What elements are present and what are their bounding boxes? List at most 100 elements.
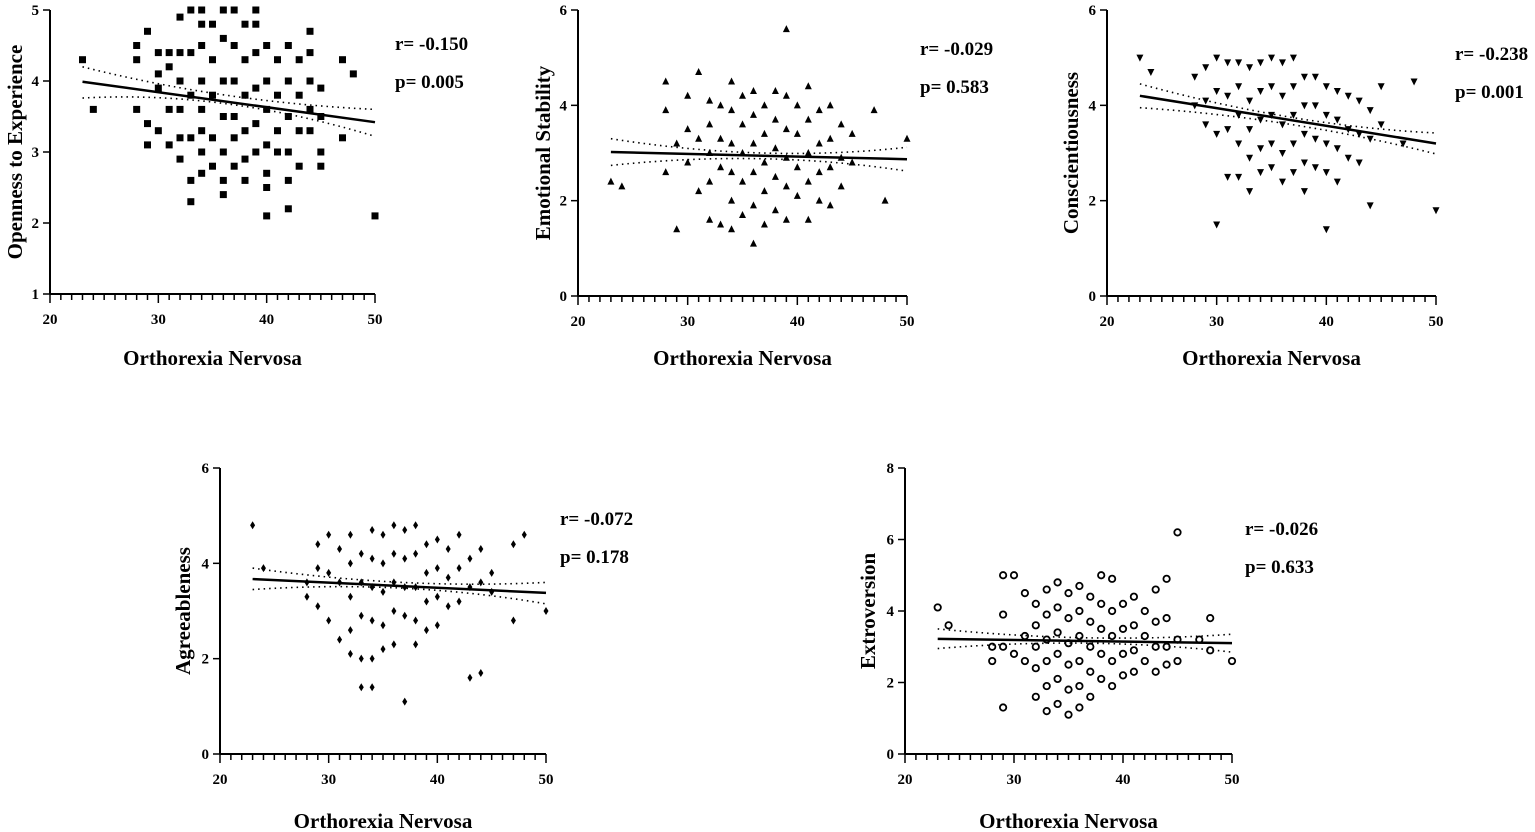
data-point [1289, 111, 1297, 119]
data-point [445, 545, 451, 554]
data-point [133, 56, 141, 64]
data-point [1118, 624, 1128, 633]
x-tick-label: 40 [1116, 772, 1131, 788]
ci-lower-band [252, 585, 547, 605]
data-point [274, 148, 281, 156]
data-point [252, 6, 260, 14]
y-tick-label: 6 [202, 461, 210, 477]
data-point [295, 56, 303, 64]
chart-extroversion: 20 30 40 50 0 2 4 6 8 Orthorexia Nervosa Extrovers… [856, 461, 1318, 832]
data-point [1162, 614, 1171, 623]
data-point [1224, 126, 1232, 134]
data-point [1235, 173, 1243, 181]
data-point [1311, 164, 1319, 172]
data-point [607, 177, 615, 185]
data-point [933, 603, 942, 612]
data-point [1151, 585, 1160, 594]
data-point [1075, 581, 1084, 591]
ci-upper-band [610, 137, 908, 155]
data-point [349, 70, 357, 78]
data-point [804, 82, 812, 90]
data-point [369, 654, 375, 663]
data-point [1086, 667, 1095, 676]
data-point [1246, 64, 1254, 72]
data-point [1009, 649, 1019, 659]
data-point [369, 554, 375, 563]
data-point [1300, 159, 1308, 167]
data-point [760, 220, 768, 228]
r-value: r= -0.238 [1455, 44, 1528, 65]
data-point [1311, 135, 1319, 143]
y-tick-label: 2 [887, 676, 895, 692]
data-point [739, 177, 746, 185]
data-point [1151, 617, 1160, 626]
data-point [749, 239, 757, 247]
data-point [198, 42, 206, 49]
data-point [478, 668, 484, 677]
data-point [230, 42, 238, 49]
data-point [1366, 107, 1374, 115]
x-tick-label: 30 [680, 314, 695, 330]
data-point [241, 176, 249, 184]
data-point [1075, 606, 1084, 616]
data-point [380, 587, 386, 596]
y-tick-label: 4 [1089, 98, 1097, 114]
y-tick-label: 4 [560, 98, 568, 114]
data-point [1333, 88, 1341, 96]
data-point [1355, 97, 1363, 105]
data-point [263, 169, 271, 177]
data-point [695, 67, 703, 75]
data-point [1289, 83, 1297, 91]
x-tick-label: 40 [259, 312, 274, 328]
data-point [804, 149, 812, 156]
data-point [369, 683, 375, 692]
data-point [154, 127, 162, 135]
data-point [317, 162, 325, 170]
data-point [456, 564, 462, 573]
data-point [413, 640, 419, 649]
data-point [1213, 221, 1221, 229]
data-point [1129, 592, 1139, 601]
data-point [826, 101, 834, 109]
data-point [728, 139, 736, 147]
data-point [1377, 83, 1385, 91]
data-point [1322, 83, 1330, 91]
data-point [369, 616, 375, 625]
data-point [1129, 621, 1139, 630]
data-point [1086, 592, 1095, 601]
data-point [252, 20, 260, 28]
data-point [274, 91, 281, 99]
data-point [1086, 617, 1095, 626]
data-point [241, 20, 249, 28]
data-point [815, 196, 823, 204]
data-point [1031, 692, 1040, 701]
data-point [306, 127, 314, 135]
data-point [521, 530, 527, 539]
data-point [1151, 667, 1160, 676]
data-point [1235, 111, 1243, 119]
data-point [284, 113, 292, 120]
data-point [1129, 667, 1139, 676]
data-point [988, 642, 997, 651]
data-point [717, 134, 725, 142]
data-point [870, 106, 878, 114]
data-point [413, 521, 419, 530]
data-point [445, 602, 451, 611]
x-axis-label: Orthorexia Nervosa [294, 809, 473, 832]
regression-line [82, 80, 376, 124]
data-point [380, 530, 386, 539]
data-point [1118, 649, 1128, 659]
data-point [380, 559, 386, 568]
data-point [1202, 121, 1210, 129]
data-point [263, 77, 271, 85]
y-axis-label: Agreeableness [171, 547, 195, 675]
y-tick-label: 2 [1089, 194, 1097, 210]
data-point [187, 91, 195, 99]
regression-line [937, 637, 1233, 645]
data-point [782, 125, 790, 133]
data-point [252, 49, 260, 57]
data-point [1278, 121, 1286, 129]
data-point [1075, 656, 1084, 666]
data-point [1118, 599, 1128, 608]
data-point [804, 115, 812, 123]
